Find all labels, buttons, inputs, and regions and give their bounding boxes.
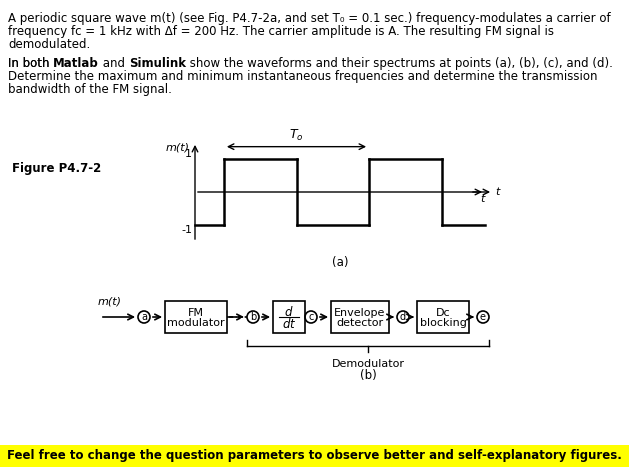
Text: and: and: [99, 57, 129, 70]
Text: e: e: [480, 312, 486, 322]
Bar: [417, 301, 469, 333]
Text: (a): (a): [331, 256, 348, 269]
Text: t: t: [495, 187, 499, 197]
Text: modulator: modulator: [167, 318, 225, 328]
Text: c: c: [308, 312, 314, 322]
Text: $dt$: $dt$: [282, 317, 296, 331]
Text: m(t): m(t): [98, 297, 122, 307]
Text: blocking: blocking: [420, 318, 467, 328]
Text: $d$: $d$: [284, 305, 294, 319]
Text: Envelope: Envelope: [334, 308, 386, 318]
Text: Simulink: Simulink: [129, 57, 186, 70]
Text: m(t): m(t): [166, 142, 190, 152]
Text: b: b: [250, 312, 256, 322]
Text: frequency fᴄ = 1 kHz with Δf = 200 Hz. The carrier amplitude is A. The resulting: frequency fᴄ = 1 kHz with Δf = 200 Hz. T…: [8, 25, 554, 38]
Bar: [331, 301, 389, 333]
Text: FM: FM: [188, 308, 204, 318]
Text: In both: In both: [8, 57, 53, 70]
Text: demodulated.: demodulated.: [8, 38, 90, 51]
Bar: [273, 301, 305, 333]
Text: A periodic square wave m(t) (see Fig. P4.7-2a, and set T₀ = 0.1 sec.) frequency-: A periodic square wave m(t) (see Fig. P4…: [8, 12, 611, 25]
Text: Demodulator: Demodulator: [331, 359, 404, 369]
Text: Determine the maximum and minimum instantaneous frequencies and determine the tr: Determine the maximum and minimum instan…: [8, 70, 598, 83]
Text: Figure P4.7-2: Figure P4.7-2: [12, 162, 101, 175]
Text: In both: In both: [8, 57, 53, 70]
Text: detector: detector: [337, 318, 384, 328]
Text: a: a: [141, 312, 147, 322]
Text: Dc: Dc: [436, 308, 450, 318]
Text: -1: -1: [181, 225, 192, 235]
Text: show the waveforms and their spectrums at points (a), (b), (c), and (d).: show the waveforms and their spectrums a…: [186, 57, 613, 70]
Text: Feel free to change the question parameters to observe better and self-explanato: Feel free to change the question paramet…: [6, 450, 621, 462]
Text: (b): (b): [360, 369, 376, 382]
Text: Matlab: Matlab: [53, 57, 99, 70]
Text: d: d: [400, 312, 406, 322]
Bar: [0, 445, 629, 467]
Text: $T_o$: $T_o$: [289, 127, 304, 142]
Text: 1: 1: [185, 149, 192, 159]
Bar: [165, 301, 227, 333]
Text: t: t: [480, 194, 484, 204]
Text: bandwidth of the FM signal.: bandwidth of the FM signal.: [8, 83, 172, 96]
